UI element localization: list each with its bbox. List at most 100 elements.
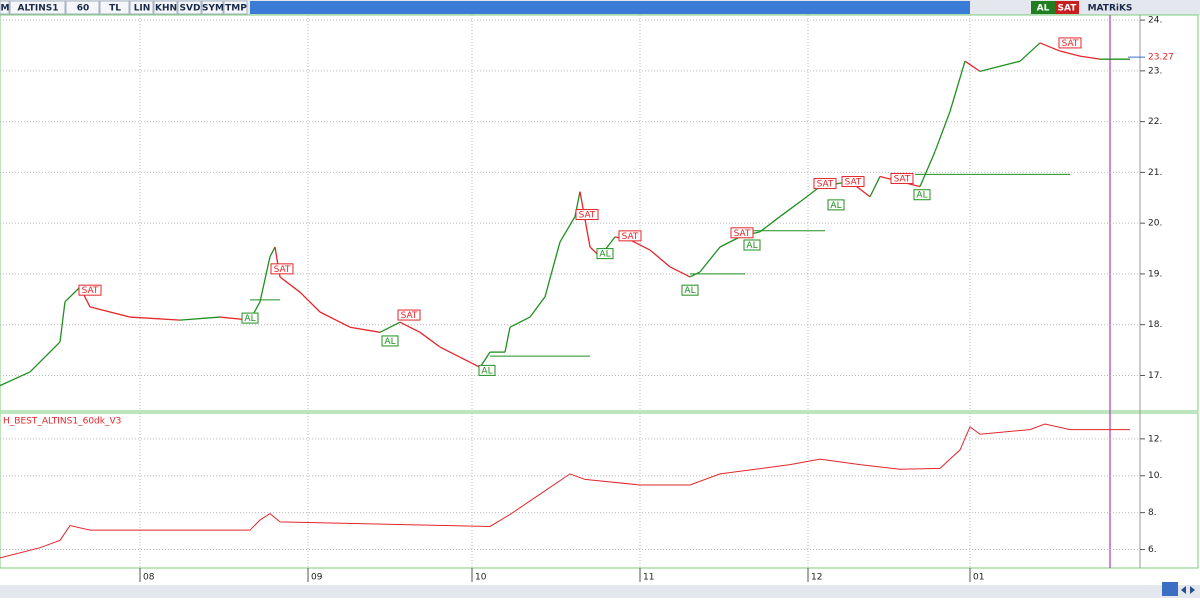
y-tick-label: 24. (1148, 16, 1162, 26)
price-segment (919, 151, 936, 187)
price-segment (1059, 50, 1081, 57)
toolbar-label: M (1, 4, 10, 14)
price-segment (934, 111, 951, 152)
y-tick-label: 8. (1148, 508, 1157, 518)
toolbar-button[interactable] (177, 0, 202, 15)
signal-box (270, 263, 294, 275)
price-segment (64, 286, 81, 303)
signal-label: SAT (734, 229, 751, 239)
toolbar-label: 60 (77, 4, 90, 14)
toolbar-button[interactable] (153, 0, 178, 15)
x-tick-label: 11 (643, 573, 654, 583)
toolbar-label: KHN (155, 4, 177, 14)
toolbar-field (250, 1, 970, 14)
y-tick-label: 23. (1148, 66, 1162, 76)
price-segment (529, 296, 546, 318)
sync-button[interactable] (1162, 582, 1178, 596)
price-segment (479, 351, 491, 368)
price-segment (1019, 42, 1041, 62)
price-segment (29, 341, 61, 373)
signal-box (397, 309, 421, 321)
price-segment (129, 316, 181, 321)
toolbar-label: SYM (202, 4, 224, 14)
price-segment (439, 346, 461, 358)
price-segment (759, 216, 781, 233)
x-tick-label: 10 (475, 573, 487, 583)
signal-box (890, 172, 914, 184)
price-segment (459, 356, 481, 368)
toolbar-label: ALTINS1 (18, 4, 59, 14)
signal-box (241, 312, 259, 324)
signal-box (78, 284, 102, 296)
price-segment (979, 65, 1001, 72)
signal-box (813, 178, 837, 190)
signal-label: SAT (579, 211, 596, 221)
signal-label: AL (599, 250, 610, 260)
price-segment (399, 321, 421, 333)
y-tick-label: 19. (1148, 269, 1162, 279)
price-segment (999, 60, 1021, 67)
y-tick-label: 21. (1148, 168, 1162, 178)
price-segment (964, 60, 981, 72)
signal-label: SAT (274, 265, 291, 275)
price-segment (949, 61, 966, 112)
toolbar-label: LIN (134, 4, 151, 14)
price-segment (279, 276, 301, 293)
signal-box (596, 248, 614, 260)
signal-box (1058, 37, 1082, 49)
price-segment (269, 246, 276, 257)
signal-button[interactable] (1055, 1, 1079, 14)
toolbar-button[interactable] (129, 0, 154, 15)
y-tick-label: 20. (1148, 219, 1162, 229)
price-segment (89, 306, 131, 318)
price-segment (179, 316, 221, 321)
signal-box (681, 284, 699, 296)
signal-label: SAT (817, 180, 834, 190)
toolbar-button[interactable] (99, 0, 130, 15)
price-segment (319, 311, 351, 328)
toolbar-button[interactable] (9, 0, 66, 15)
indicator-line (0, 423, 1130, 559)
price-segment (799, 186, 821, 203)
toolbar-label: SVD (180, 4, 201, 14)
signal-label: AL (830, 201, 841, 211)
last-price-label: 23.27 (1148, 53, 1174, 63)
toolbar-button[interactable] (201, 0, 224, 15)
status-bar (0, 585, 1200, 598)
toolbar-label: MATRiKS (1088, 4, 1133, 14)
signal-box (743, 239, 761, 251)
indicator-pane (0, 412, 1199, 569)
indicator-title: H_BEST_ALTINS1_60dk_V3 (3, 417, 121, 427)
signal-box (913, 189, 931, 201)
x-tick-label: 09 (311, 573, 323, 583)
signal-box (618, 230, 642, 242)
signal-box (841, 176, 865, 188)
signal-button[interactable] (1031, 1, 1055, 14)
signal-label: SAT (622, 232, 639, 242)
y-tick-label: 10. (1148, 471, 1162, 481)
price-segment (379, 321, 401, 333)
price-segment (649, 249, 671, 268)
x-tick-label: 12 (811, 573, 822, 583)
price-segment (559, 216, 576, 243)
y-tick-label: 18. (1148, 320, 1162, 330)
scroll-buttons[interactable] (1181, 586, 1195, 594)
toolbar-button[interactable] (65, 0, 100, 15)
price-segment (869, 176, 881, 198)
toolbar-button[interactable] (0, 0, 10, 15)
price-segment (509, 316, 531, 328)
price-segment (1079, 55, 1101, 60)
price-segment (504, 327, 511, 353)
y-tick-label: 22. (1148, 117, 1162, 127)
signal-label: AL (384, 337, 395, 347)
signal-label: SAT (401, 311, 418, 321)
toolbar-button[interactable] (223, 0, 248, 15)
price-segment (349, 326, 381, 333)
price-segment (719, 236, 741, 248)
signal-box (827, 199, 845, 211)
price-segment (59, 301, 66, 343)
price-segment (544, 241, 561, 297)
signal-label: AL (746, 241, 757, 251)
y-tick-label: 12. (1148, 434, 1162, 444)
